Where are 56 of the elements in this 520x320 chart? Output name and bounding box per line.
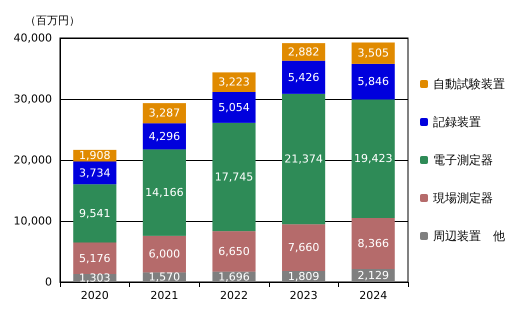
data-label: 6,650 bbox=[218, 244, 250, 258]
x-tick-label: 2021 bbox=[150, 289, 178, 302]
y-tick-label: 0 bbox=[45, 276, 52, 288]
bar bbox=[212, 92, 256, 123]
data-label: 5,054 bbox=[218, 100, 250, 114]
y-axis-title: （百万円） bbox=[25, 14, 80, 27]
bar bbox=[282, 60, 326, 94]
data-label: 3,287 bbox=[148, 106, 180, 120]
bar bbox=[142, 149, 186, 236]
data-label: 21,374 bbox=[284, 152, 323, 166]
data-label: 2,882 bbox=[288, 45, 320, 58]
data-label: 5,176 bbox=[79, 252, 111, 265]
data-label: 2,129 bbox=[357, 269, 389, 282]
data-label: 8,366 bbox=[357, 236, 389, 250]
data-label: 9,541 bbox=[79, 206, 111, 220]
bar bbox=[142, 123, 186, 150]
data-label: 1,570 bbox=[148, 270, 180, 284]
x-tick-label: 2024 bbox=[359, 289, 388, 302]
legend-label: 記録装置 bbox=[433, 115, 481, 129]
bar bbox=[73, 242, 116, 274]
data-label: 5,426 bbox=[288, 70, 320, 84]
data-label: 3,505 bbox=[357, 46, 389, 60]
bar bbox=[352, 100, 395, 218]
data-label: 4,296 bbox=[148, 130, 180, 143]
y-tick-label: 10,000 bbox=[14, 214, 52, 228]
data-label: 1,809 bbox=[288, 270, 320, 283]
data-label: 1,696 bbox=[218, 270, 250, 284]
bar bbox=[282, 224, 326, 271]
legend-label: 電子測定器 bbox=[433, 153, 493, 167]
legend-label: 周辺装置 他 bbox=[433, 229, 505, 243]
x-tick-label: 2023 bbox=[290, 289, 318, 302]
data-label: 1,908 bbox=[79, 149, 111, 162]
x-tick-label: 2022 bbox=[220, 289, 248, 302]
data-label: 7,660 bbox=[288, 241, 320, 254]
y-tick-label: 20,000 bbox=[14, 154, 52, 166]
data-label: 17,745 bbox=[214, 170, 254, 184]
legend-label: 現場測定器 bbox=[433, 191, 493, 205]
bar bbox=[352, 218, 395, 270]
y-tick-label: 40,000 bbox=[14, 32, 52, 44]
bar bbox=[212, 122, 256, 232]
data-label: 6,000 bbox=[148, 248, 180, 261]
x-tick-label: 2020 bbox=[80, 289, 109, 302]
data-label: 1,303 bbox=[79, 272, 111, 285]
data-label: 14,166 bbox=[145, 186, 184, 200]
bar bbox=[142, 236, 186, 272]
data-label: 3,223 bbox=[218, 76, 250, 89]
bar bbox=[212, 231, 256, 272]
bar bbox=[73, 184, 116, 242]
legend-label: 自動試験装置 bbox=[433, 77, 505, 91]
bar bbox=[73, 162, 116, 184]
data-label: 5,846 bbox=[357, 75, 389, 88]
y-tick-label: 30,000 bbox=[14, 92, 52, 106]
bar bbox=[282, 94, 326, 224]
bar bbox=[352, 64, 395, 100]
data-label: 19,423 bbox=[354, 152, 392, 166]
data-label: 3,734 bbox=[79, 166, 111, 180]
